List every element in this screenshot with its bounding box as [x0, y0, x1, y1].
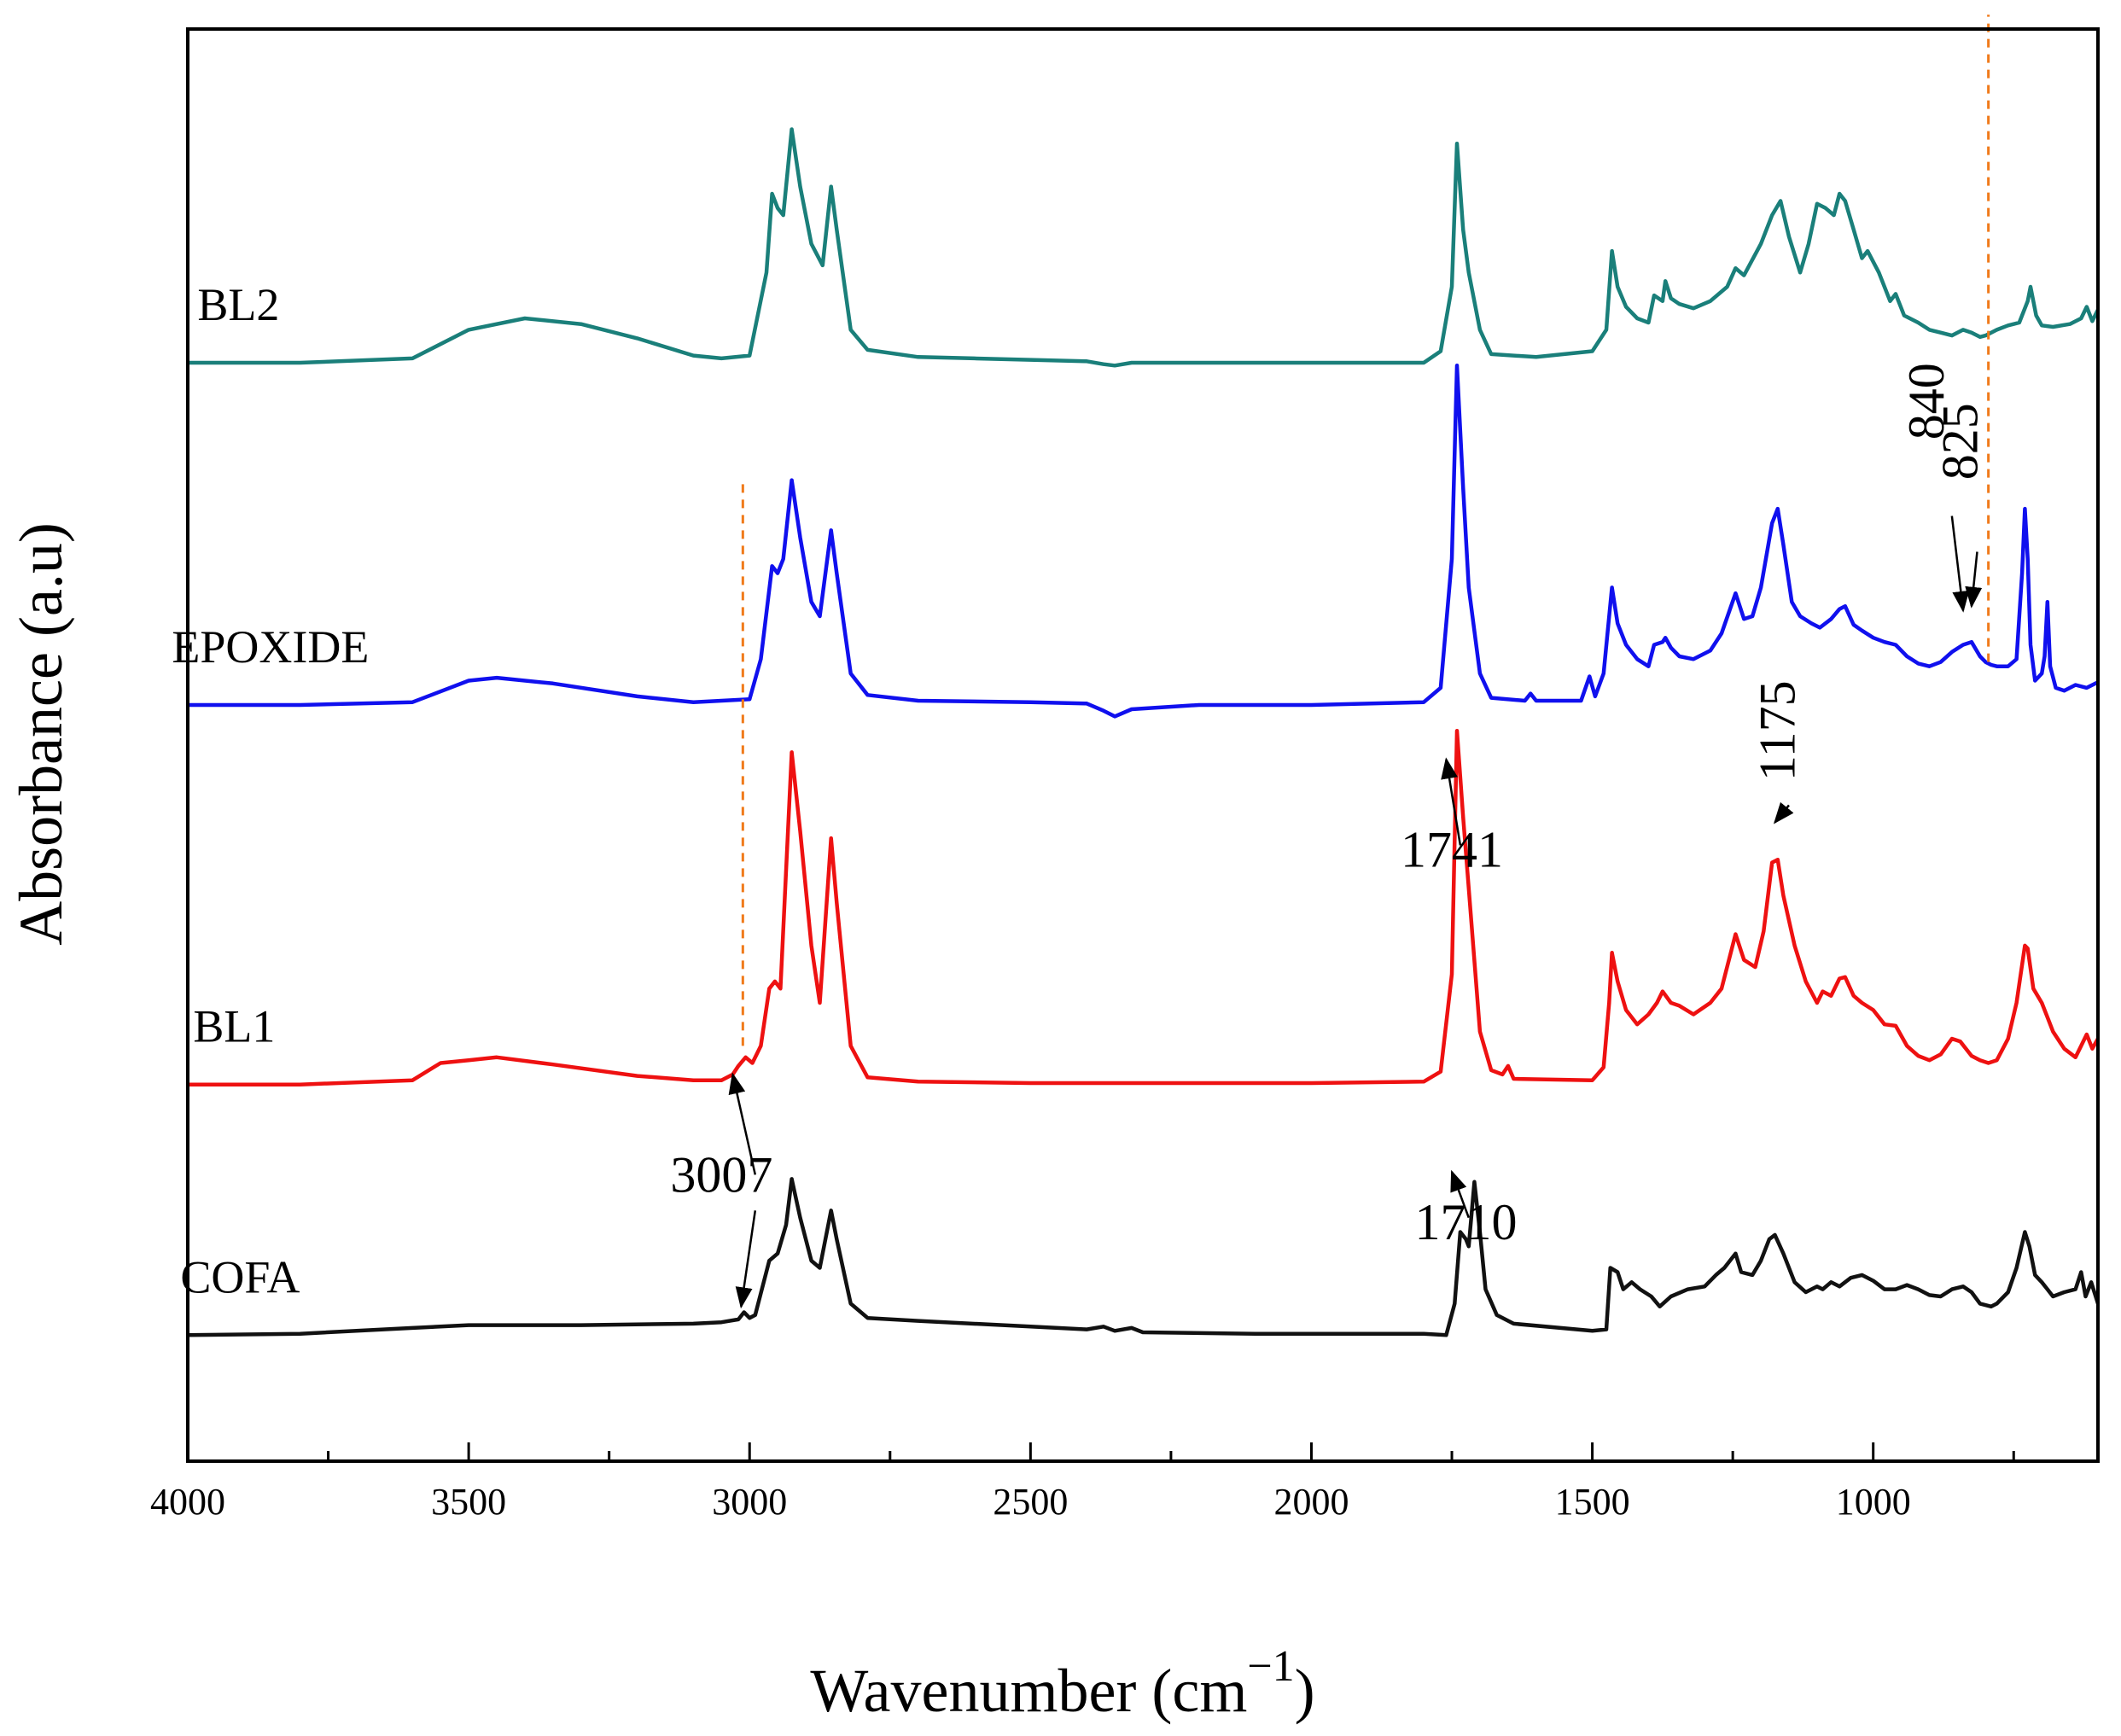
ann-1175-label: 1175: [1750, 680, 1806, 781]
series-label-epoxide: EPOXIDE: [172, 621, 369, 673]
ann-3007-arrow-1: [728, 1072, 757, 1175]
plot-area-frame: [186, 27, 2100, 1463]
series-line-bl1: [188, 728, 2100, 1086]
x-axis-title-main: Wavenumber (cm: [810, 1657, 1247, 1725]
x-tick-label-1000: 1000: [1836, 1481, 1911, 1523]
x-tick-label-3500: 3500: [431, 1481, 506, 1523]
series-layer: BL2 EPOXIDE BL1 COFA: [172, 127, 2101, 1337]
ann-1710-label: 1710: [1414, 1194, 1517, 1250]
series-line-bl2: [188, 127, 2101, 368]
x-tick-label-4000: 4000: [150, 1481, 225, 1523]
x-tick-label-1500: 1500: [1555, 1481, 1630, 1523]
ann-3007-arrow-2: [735, 1210, 757, 1309]
series-label-bl2: BL2: [197, 279, 279, 330]
ann-840-label: 840: [1898, 363, 1955, 440]
ann-825-arrow-1: [1965, 551, 1983, 609]
ann-3007-label: 3007: [670, 1147, 772, 1203]
ann-825-label: 825: [1932, 403, 1988, 480]
series-label-bl1: BL1: [193, 1001, 275, 1052]
x-axis-ticks: 4000 3500 3000 2500 2000 1500 1000: [150, 1442, 2015, 1523]
x-tick-label-3000: 3000: [712, 1481, 787, 1523]
x-axis-title-close: ): [1295, 1657, 1315, 1725]
ann-1741-label: 1741: [1401, 822, 1503, 878]
ann-1710-arrow-1: [1450, 1169, 1470, 1219]
ann-840-arrow-1: [1950, 516, 1970, 613]
series-label-cofa: COFA: [180, 1251, 300, 1302]
x-tick-label-2000: 2000: [1273, 1481, 1349, 1523]
ann-1175-arrow-1: [1773, 801, 1794, 824]
x-axis-title: Wavenumber (cm−1): [810, 1642, 1314, 1725]
guide-layer: [741, 15, 1990, 1046]
y-axis-title: Absorbance (a.u): [7, 522, 75, 946]
ann-1741-arrow-1: [1441, 757, 1462, 846]
series-line-cofa: [187, 1177, 2101, 1337]
x-tick-label-2500: 2500: [993, 1481, 1068, 1523]
x-axis-title-superscript: −1: [1247, 1642, 1294, 1691]
series-line-epoxide: [188, 364, 2100, 719]
